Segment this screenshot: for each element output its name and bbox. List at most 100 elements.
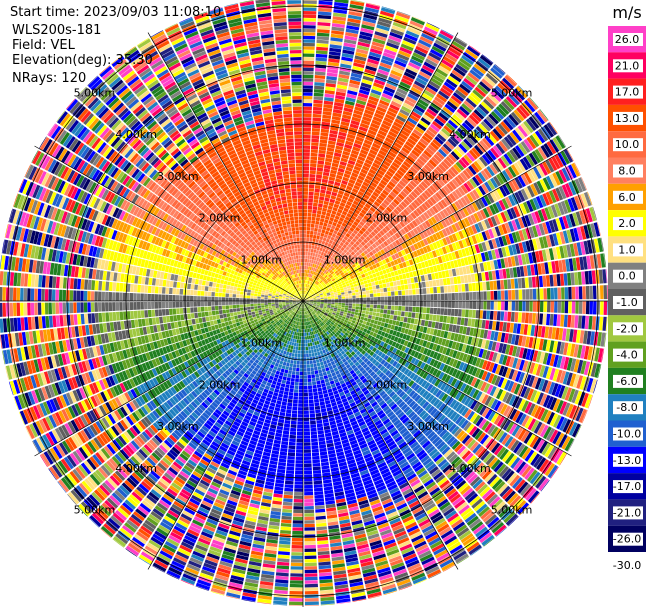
velocity-gate [324, 286, 328, 290]
velocity-gate [586, 154, 597, 170]
velocity-gate [507, 279, 512, 289]
velocity-gate [436, 115, 447, 125]
velocity-gate [614, 217, 621, 232]
velocity-gate [394, 296, 399, 301]
velocity-gate [535, 164, 545, 178]
velocity-gate [499, 56, 513, 69]
velocity-gate [428, 159, 438, 168]
velocity-gate [314, 192, 320, 197]
velocity-gate [478, 81, 491, 93]
velocity-gate [493, 290, 498, 300]
velocity-gate [581, 138, 592, 153]
velocity-gate [307, 266, 311, 270]
velocity-gate [360, 281, 365, 286]
velocity-gate [489, 163, 498, 175]
velocity-gate [582, 286, 586, 300]
velocity-gate [303, 60, 315, 65]
velocity-gate [398, 290, 402, 296]
velocity-gate [348, 7, 363, 14]
velocity-gate [447, 573, 463, 584]
velocity-gate [320, 267, 324, 272]
velocity-gate [321, 255, 326, 260]
velocity-gate [352, 212, 359, 218]
velocity-gate [309, 273, 312, 278]
velocity-gate [471, 66, 485, 78]
velocity-gate [401, 177, 409, 185]
velocity-gate [418, 194, 426, 203]
velocity-gate [350, 0, 365, 7]
velocity-gate [465, 292, 470, 300]
velocity-gate [460, 275, 465, 284]
velocity-gate [476, 291, 480, 300]
velocity-gate [498, 171, 508, 183]
velocity-gate [305, 296, 309, 299]
velocity-gate [303, 198, 308, 202]
velocity-gate [543, 503, 556, 518]
velocity-gate [474, 86, 487, 98]
velocity-gate [459, 124, 470, 135]
velocity-gate [516, 160, 526, 173]
velocity-gate [405, 196, 413, 204]
velocity-gate [335, 94, 346, 100]
velocity-gate [607, 252, 608, 267]
velocity-gate [607, 301, 608, 316]
velocity-gate [412, 301, 416, 307]
velocity-gate [343, 39, 357, 45]
velocity-gate [327, 250, 331, 255]
velocity-gate [354, 197, 361, 203]
velocity-gate [357, 41, 371, 48]
velocity-gate [584, 315, 590, 330]
velocity-gate [354, 261, 359, 266]
velocity-gate [334, 255, 339, 260]
velocity-gate [305, 248, 309, 252]
velocity-gate [316, 32, 330, 37]
velocity-gate [309, 166, 317, 171]
velocity-gate [337, 281, 342, 285]
velocity-gate [383, 287, 388, 292]
velocity-gate [336, 223, 341, 229]
velocity-gate [412, 295, 416, 301]
velocity-gate [376, 288, 381, 293]
velocity-gate [345, 166, 353, 172]
velocity-gate [485, 115, 497, 127]
velocity-gate [447, 14, 463, 25]
velocity-gate [362, 276, 367, 281]
velocity-gate [557, 287, 562, 300]
velocity-gate [428, 280, 433, 287]
velocity-gate [407, 137, 417, 146]
velocity-gate [476, 301, 480, 310]
velocity-gate [327, 255, 332, 260]
velocity-gate [432, 233, 439, 242]
velocity-gate [604, 349, 608, 364]
velocity-gate [429, 185, 437, 194]
velocity-gate [326, 277, 331, 281]
velocity-gate [488, 43, 502, 55]
velocity-gate [316, 287, 320, 291]
velocity-gate [485, 206, 494, 217]
velocity-gate [451, 190, 460, 200]
velocity-gate [407, 117, 418, 126]
velocity-gate [564, 476, 576, 491]
velocity-gate [311, 259, 314, 264]
velocity-gate [401, 306, 406, 312]
velocity-gate [434, 223, 442, 232]
velocity-gate [332, 16, 347, 22]
velocity-gate [334, 297, 339, 300]
velocity-gate [467, 215, 474, 226]
velocity-gate [518, 59, 532, 72]
velocity-gate [372, 312, 377, 316]
velocity-gate [445, 156, 455, 166]
velocity-gate [303, 99, 313, 103]
velocity-gate [348, 265, 354, 270]
velocity-gate [454, 222, 461, 231]
velocity-gate [349, 261, 355, 266]
velocity-gate [346, 137, 355, 143]
velocity-gate [328, 202, 335, 207]
velocity-gate [340, 213, 346, 219]
velocity-gate [376, 304, 381, 309]
velocity-gate [303, 32, 316, 36]
velocity-gate [453, 276, 458, 285]
velocity-gate [383, 292, 388, 297]
velocity-gate [310, 156, 318, 161]
velocity-gate [348, 126, 358, 133]
